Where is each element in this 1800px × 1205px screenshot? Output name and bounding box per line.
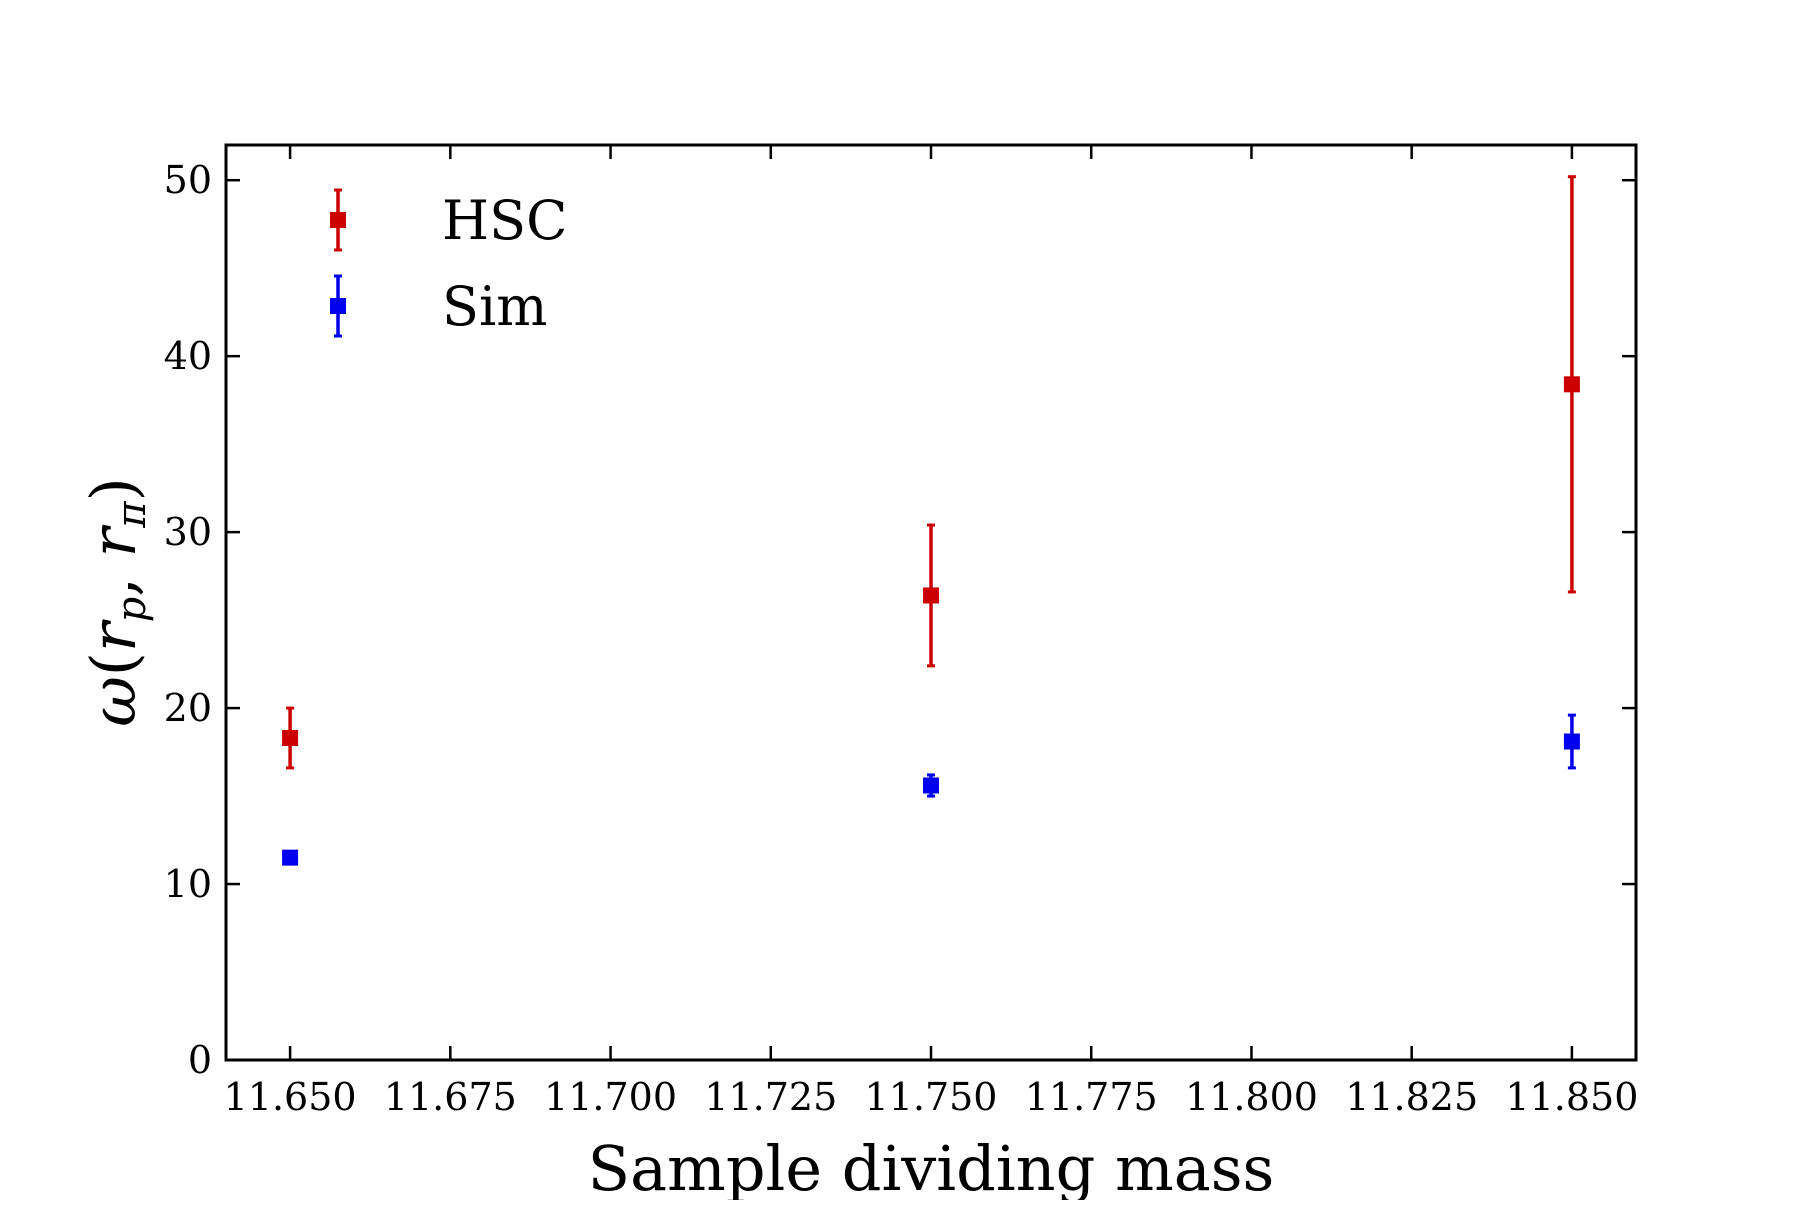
legend-label-hsc: HSC — [442, 189, 567, 252]
x-axis-ticks: 11.650 11.675 11.700 11.725 11.750 11.775 11.8… — [224, 145, 1638, 1119]
y-tick-label: 0 — [188, 1038, 212, 1082]
y-label-omega: ω — [77, 676, 150, 727]
x-tick-label: 11.800 — [1185, 1075, 1318, 1119]
legend: HSC Sim — [330, 188, 567, 338]
y-tick-label: 20 — [164, 686, 212, 730]
x-tick-label: 11.700 — [544, 1075, 677, 1119]
y-label-sub2: π — [109, 501, 155, 529]
sim-point — [923, 777, 939, 794]
x-axis-label: Sample dividing mass — [588, 1132, 1275, 1200]
hsc-point — [923, 587, 939, 604]
hsc-point — [282, 729, 299, 746]
y-tick-label: 30 — [164, 510, 212, 554]
hsc-point — [1563, 376, 1580, 393]
legend-sim-point — [330, 298, 346, 314]
y-label-open-paren: ( — [77, 652, 150, 676]
y-label-close-paren: ) — [77, 477, 150, 501]
x-tick-label: 11.850 — [1505, 1075, 1638, 1119]
y-label-space — [77, 557, 150, 577]
x-tick-label: 11.750 — [865, 1075, 998, 1119]
y-label-r1: r — [77, 619, 150, 652]
legend-hsc-point — [330, 212, 346, 228]
x-tick-label: 11.725 — [704, 1075, 837, 1119]
y-tick-label: 50 — [164, 158, 212, 202]
y-axis-ticks: 0 10 20 30 40 50 — [164, 158, 1636, 1082]
y-label-sub1: p — [109, 597, 155, 623]
y-label-r2: r — [77, 524, 150, 557]
x-tick-label: 11.650 — [224, 1075, 357, 1119]
data-marks — [282, 175, 1580, 866]
legend-label-sim: Sim — [442, 275, 547, 338]
y-label-comma: , — [77, 577, 150, 597]
y-tick-label: 10 — [164, 862, 212, 906]
x-tick-label: 11.675 — [384, 1075, 517, 1119]
sim-point — [1563, 733, 1580, 750]
x-tick-label: 11.825 — [1345, 1075, 1478, 1119]
sim-point — [282, 849, 299, 866]
y-tick-label: 40 — [164, 334, 212, 378]
x-tick-label: 11.775 — [1025, 1075, 1158, 1119]
y-axis-label: ω(rp, rπ) — [77, 477, 155, 727]
